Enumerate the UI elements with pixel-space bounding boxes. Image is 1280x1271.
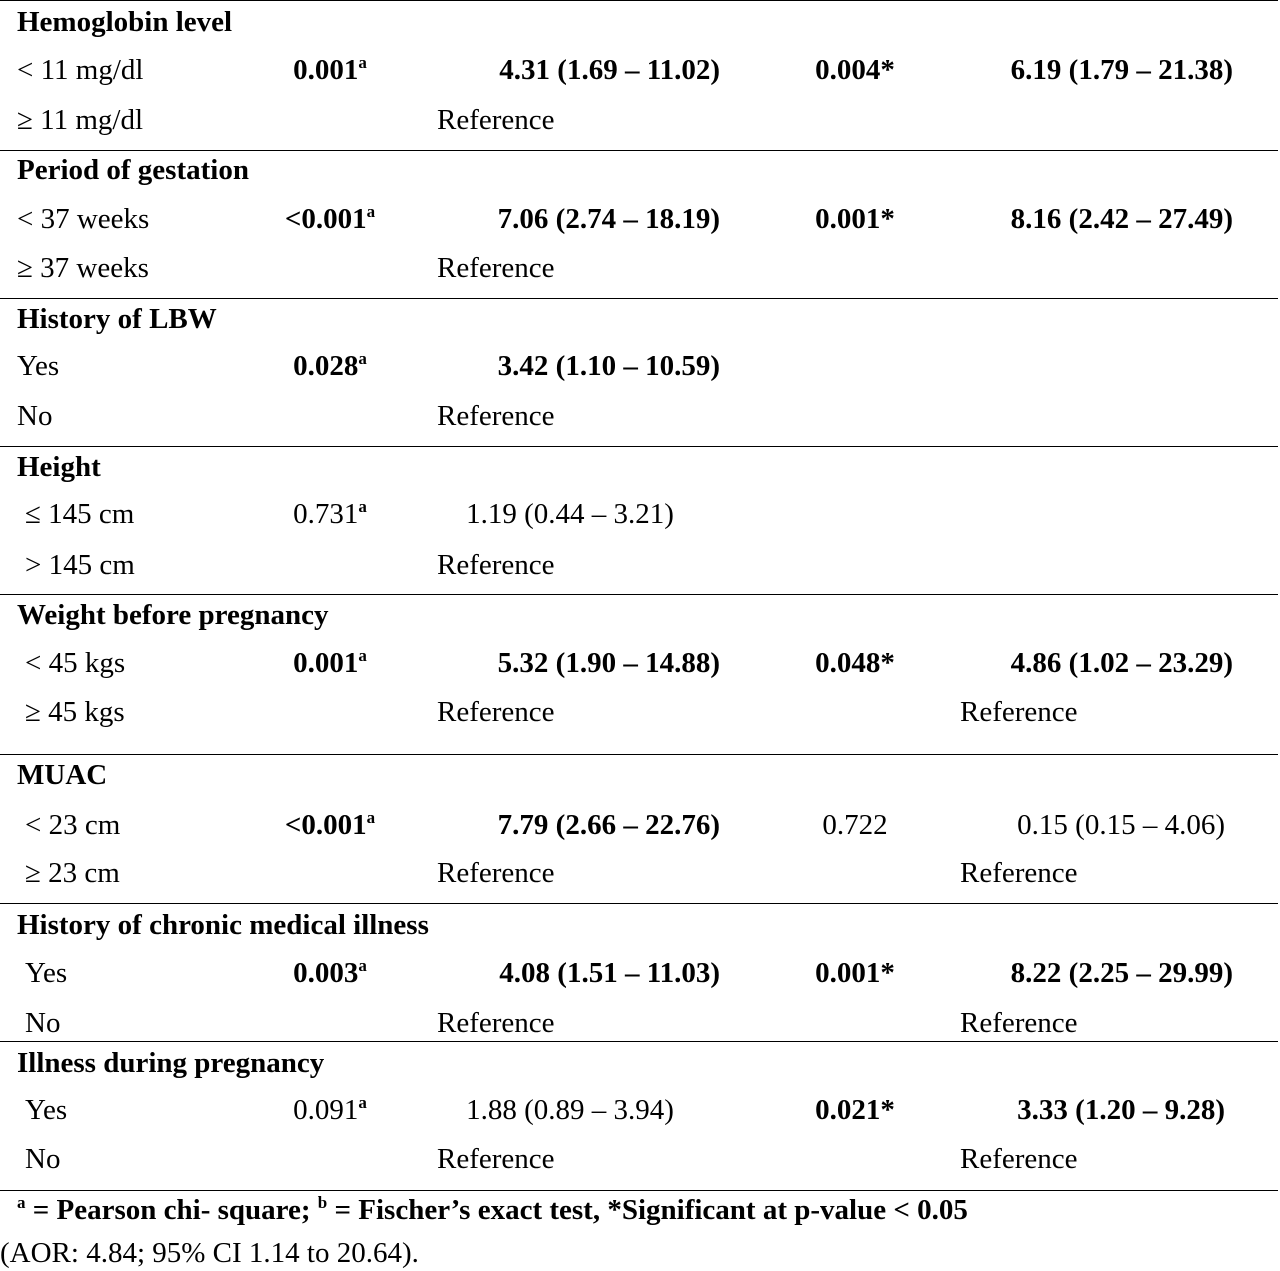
section-title-weight: Weight before pregnancy — [17, 599, 329, 631]
p-value-adjusted: 0.001* — [815, 957, 895, 989]
aor-note: (AOR: 4.84; 95% CI 1.14 to 20.64). — [0, 1237, 419, 1269]
section-title-muac: MUAC — [17, 759, 108, 791]
section-title-height: Height — [17, 451, 101, 483]
crude-or: 3.42 (1.10 – 10.59) — [497, 350, 720, 382]
adjusted-or: 3.33 (1.20 – 9.28) — [1017, 1094, 1225, 1126]
reference-label: Reference — [437, 252, 555, 284]
section-divider — [0, 1041, 1278, 1042]
crude-or: 5.32 (1.90 – 14.88) — [497, 647, 720, 679]
row-label: ≥ 45 kgs — [25, 696, 125, 728]
table-footnote: a = Pearson chi- square; b = Fischer’s e… — [17, 1193, 968, 1226]
section-title-lbw: History of LBW — [17, 303, 217, 335]
p-value-crude: 0.028a — [293, 349, 367, 382]
reference-label: Reference — [960, 857, 1078, 889]
row-label: No — [25, 1143, 61, 1175]
row-label: Yes — [25, 957, 68, 989]
row-label: ≥ 11 mg/dl — [17, 104, 144, 136]
adjusted-or: 4.86 (1.02 – 23.29) — [1010, 647, 1233, 679]
section-divider — [0, 298, 1278, 299]
reference-label: Reference — [437, 1143, 555, 1175]
reference-label: Reference — [437, 1007, 555, 1039]
reference-label: Reference — [437, 696, 555, 728]
row-label: < 23 cm — [25, 809, 121, 841]
row-label: ≤ 145 cm — [25, 498, 135, 530]
section-title-pregnancy-illness: Illness during pregnancy — [17, 1047, 325, 1079]
crude-or: 4.31 (1.69 – 11.02) — [499, 54, 720, 86]
row-label: No — [17, 400, 53, 432]
p-value-crude: <0.001a — [284, 202, 376, 235]
p-value-crude: 0.001a — [293, 53, 367, 86]
row-label: Yes — [25, 1094, 68, 1126]
row-label: < 45 kgs — [25, 647, 126, 679]
adjusted-or: 6.19 (1.79 – 21.38) — [1010, 54, 1233, 86]
reference-label: Reference — [960, 696, 1078, 728]
adjusted-or: 8.16 (2.42 – 27.49) — [1010, 203, 1233, 235]
row-label: < 11 mg/dl — [17, 54, 144, 86]
table-top-rule — [0, 0, 1278, 1]
p-value-crude: 0.091a — [293, 1093, 367, 1126]
section-divider — [0, 754, 1278, 755]
section-title-chronic-illness: History of chronic medical illness — [17, 909, 429, 941]
section-divider — [0, 903, 1278, 904]
section-divider — [0, 594, 1278, 595]
p-value-adjusted: 0.001* — [815, 203, 895, 235]
p-value-adjusted: 0.004* — [815, 54, 895, 86]
crude-or: 4.08 (1.51 – 11.03) — [499, 957, 720, 989]
reference-label: Reference — [960, 1007, 1078, 1039]
crude-or: 7.06 (2.74 – 18.19) — [497, 203, 720, 235]
section-divider — [0, 446, 1278, 447]
table-bottom-rule — [0, 1190, 1278, 1191]
row-label: No — [25, 1007, 61, 1039]
p-value-crude: 0.001a — [293, 646, 367, 679]
crude-or: 1.19 (0.44 – 3.21) — [466, 498, 674, 530]
row-label: ≥ 23 cm — [25, 857, 120, 889]
p-value-crude: <0.001a — [284, 808, 376, 841]
adjusted-or: 8.22 (2.25 – 29.99) — [1010, 957, 1233, 989]
p-value-crude: 0.003a — [293, 956, 367, 989]
section-title-gestation: Period of gestation — [17, 154, 249, 186]
reference-label: Reference — [437, 400, 555, 432]
p-value-adjusted: 0.021* — [815, 1094, 895, 1126]
row-label: Yes — [17, 350, 60, 382]
p-value-crude: 0.731a — [293, 497, 367, 530]
row-label: < 37 weeks — [17, 203, 150, 235]
p-value-adjusted: 0.048* — [815, 647, 895, 679]
reference-label: Reference — [960, 1143, 1078, 1175]
crude-or: 7.79 (2.66 – 22.76) — [497, 809, 720, 841]
reference-label: Reference — [437, 857, 555, 889]
reference-label: Reference — [437, 549, 555, 581]
crude-or: 1.88 (0.89 – 3.94) — [466, 1094, 674, 1126]
adjusted-or: 0.15 (0.15 – 4.06) — [1017, 809, 1225, 841]
row-label: > 145 cm — [25, 549, 135, 581]
reference-label: Reference — [437, 104, 555, 136]
p-value-adjusted: 0.722 — [822, 809, 888, 841]
section-divider — [0, 150, 1278, 151]
row-label: ≥ 37 weeks — [17, 252, 149, 284]
section-title-hemoglobin: Hemoglobin level — [17, 6, 233, 38]
